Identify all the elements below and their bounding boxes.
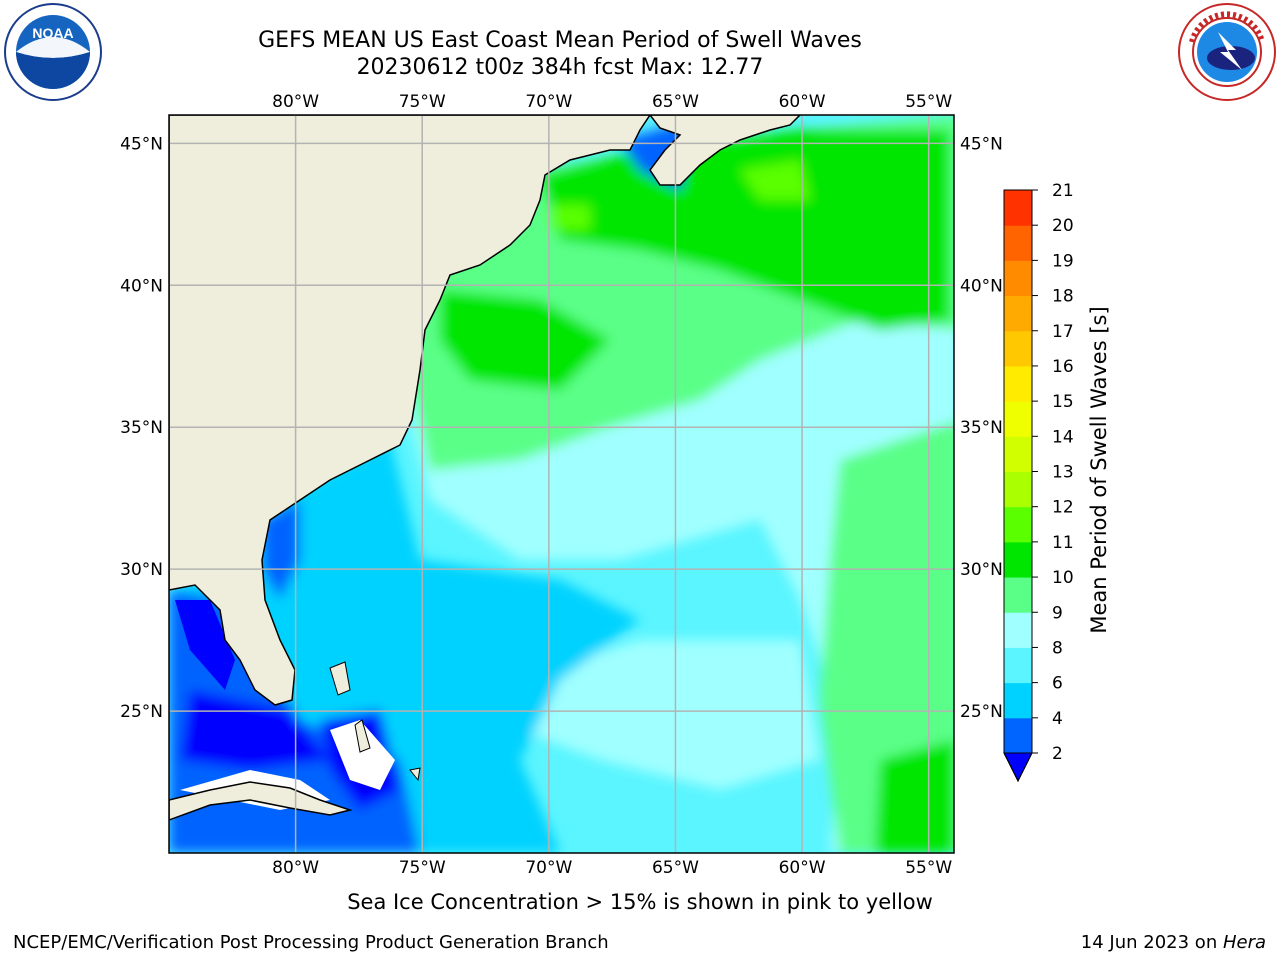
- swell-field-coast-fl: [262, 500, 300, 600]
- swell-field-11c: [875, 740, 954, 853]
- colorbar-tick-label: 6: [1052, 674, 1063, 694]
- colorbar-segment: [1004, 401, 1032, 437]
- right-lat-label: 45°N: [960, 134, 1003, 154]
- right-lat-label: 30°N: [960, 560, 1003, 580]
- colorbar-segment: [1004, 365, 1032, 402]
- left-lat-label: 25°N: [120, 702, 163, 722]
- land-bahamas-2: [354, 719, 371, 753]
- land-canada: [649, 115, 802, 186]
- colorbar-tick-label: 20: [1052, 216, 1074, 236]
- noaa-logo: NOAA: [2, 2, 104, 102]
- swell-field-12b: [550, 205, 590, 230]
- colorbar-tick-label: 4: [1052, 709, 1063, 729]
- footer-credit: NCEP/EMC/Verification Post Processing Pr…: [13, 932, 609, 953]
- masked-bahamas: [330, 720, 395, 790]
- top-lon-label: 65°W: [652, 92, 699, 112]
- top-lon-label: 55°W: [905, 92, 952, 112]
- land-bahamas-3: [409, 767, 421, 782]
- swell-field-12: [740, 160, 810, 200]
- land-us: [169, 115, 651, 706]
- colorbar-segment: [1004, 647, 1032, 684]
- colorbar-under-arrow: [1003, 752, 1033, 783]
- colorbar-segment: [1004, 295, 1032, 332]
- colorbar-label: Mean Period of Swell Waves [s]: [1087, 306, 1111, 633]
- colorbar-tick-label: 9: [1052, 603, 1063, 623]
- colorbar-tick-label: 13: [1052, 463, 1074, 483]
- map-title: GEFS MEAN US East Coast Mean Period of S…: [258, 28, 862, 53]
- colorbar-tick-label: 10: [1052, 568, 1074, 588]
- swell-field-2-4: [180, 690, 330, 770]
- masked-gulf-fl: [175, 600, 235, 690]
- map-subtitle: 20230612 t00z 384h fcst Max: 12.77: [356, 55, 764, 80]
- sea-ice-note: Sea Ice Concentration > 15% is shown in …: [347, 890, 933, 914]
- left-lat-label: 30°N: [120, 560, 163, 580]
- colorbar-segment: [1004, 506, 1032, 543]
- swell-field-11b: [440, 290, 610, 390]
- top-lon-label: 60°W: [779, 92, 826, 112]
- colorbar-segment: [1004, 682, 1032, 719]
- colorbar-tick-label: 21: [1052, 181, 1074, 201]
- colorbar-segment: [1004, 612, 1032, 648]
- colorbar-tick-label: 18: [1052, 287, 1074, 307]
- colorbar-segment: [1004, 577, 1032, 613]
- bottom-lon-label: 70°W: [525, 858, 572, 878]
- colorbar-segment: [1004, 436, 1032, 472]
- colorbar-segment: [1004, 260, 1032, 297]
- left-lat-label: 40°N: [120, 276, 163, 296]
- top-lon-label: 80°W: [272, 92, 319, 112]
- colorbar-segment: [1004, 717, 1032, 754]
- gridlines: [169, 115, 954, 853]
- colorbar-segment: [1004, 541, 1032, 578]
- footer-date-prefix: 14 Jun 2023 on: [1080, 932, 1223, 953]
- colorbar-tick-label: 16: [1052, 357, 1074, 377]
- bottom-lon-label: 60°W: [779, 858, 826, 878]
- colorbar-segment: [1004, 190, 1032, 226]
- footer-date: 14 Jun 2023 on Hera: [1081, 932, 1266, 953]
- colorbar-tick-label: 8: [1052, 638, 1063, 658]
- colorbar-segment: [1004, 330, 1032, 367]
- right-lat-label: 35°N: [960, 418, 1003, 438]
- colorbar-segment: [1004, 471, 1032, 508]
- bottom-lon-label: 80°W: [272, 858, 319, 878]
- colorbar-tick-label: 15: [1052, 392, 1074, 412]
- map-frame: [168, 114, 955, 854]
- colorbar-tick-label: 11: [1052, 533, 1074, 553]
- colorbar-segment: [1004, 225, 1032, 261]
- colorbar-tick-label: 14: [1052, 427, 1074, 447]
- left-lat-label: 35°N: [120, 418, 163, 438]
- nws-logo: [1176, 2, 1278, 102]
- right-lat-label: 25°N: [960, 702, 1003, 722]
- land-cuba: [169, 781, 353, 821]
- colorbar-tick-label: 12: [1052, 498, 1074, 518]
- swell-field-light-south: [510, 640, 820, 790]
- top-lon-label: 70°W: [525, 92, 572, 112]
- noaa-logo-text: NOAA: [32, 25, 73, 41]
- right-lat-label: 40°N: [960, 276, 1003, 296]
- colorbar-tick-label: 2: [1052, 744, 1063, 764]
- footer-host: Hera: [1222, 932, 1266, 953]
- colorbar: 2 4 6 8 9 10 11 12 13 14 15 16 17 18 19 20 21: [1003, 181, 1074, 783]
- colorbar-tick-label: 19: [1052, 251, 1074, 271]
- bottom-lon-label: 75°W: [399, 858, 446, 878]
- swell-field-11: [540, 130, 950, 330]
- bottom-lon-label: 55°W: [905, 858, 952, 878]
- bottom-lon-label: 65°W: [652, 858, 699, 878]
- swell-field-green-east: [820, 422, 954, 853]
- top-lon-label: 75°W: [399, 92, 446, 112]
- land-bahamas-1: [329, 661, 351, 696]
- left-lat-label: 45°N: [120, 134, 163, 154]
- colorbar-tick-label: 17: [1052, 322, 1074, 342]
